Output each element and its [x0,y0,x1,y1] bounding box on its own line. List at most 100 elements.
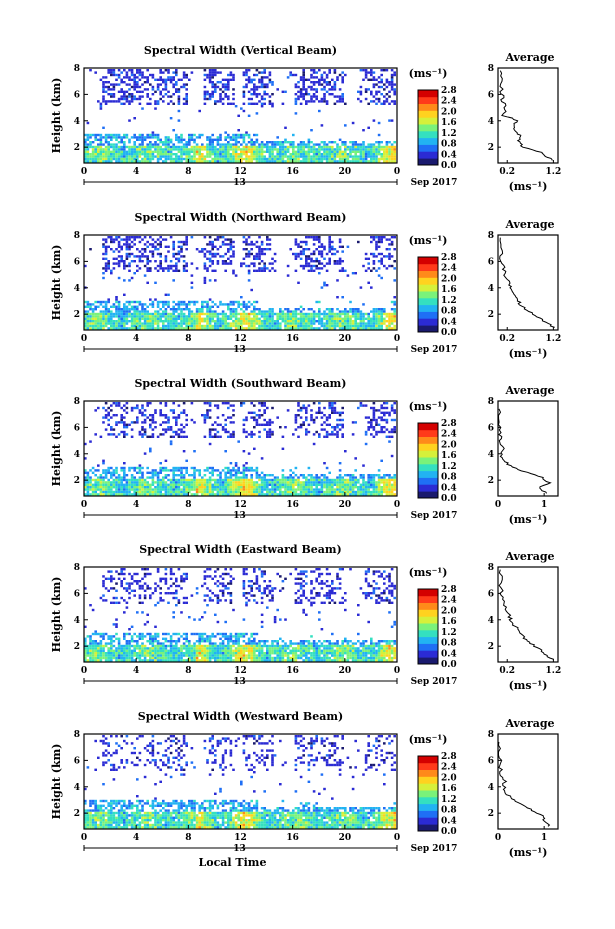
heatmap-cell [276,481,279,484]
heatmap-cell [383,83,386,86]
heatmap-cell [162,143,165,146]
heatmap-cell [110,150,113,153]
heatmap-cell [188,486,191,489]
heatmap-cell [123,148,126,151]
heatmap-cell [362,322,365,325]
heatmap-cell [336,143,339,146]
heatmap-cell [120,102,123,105]
heatmap-cell [86,303,90,306]
panel-2: Spectral Width (Southward Beam)8642Heigh… [50,377,559,526]
heatmap-cell [151,478,155,482]
heatmap-cell [260,471,264,474]
heatmap-cell [380,312,383,316]
heatmap-cell [203,324,207,328]
heatmap-cell [323,145,326,149]
heatmap-cell [247,155,251,158]
heatmap-cell [307,308,311,311]
heatmap-cell [102,490,105,494]
heatmap-cell [206,312,209,316]
heatmap-cell [323,486,326,489]
heatmap-cell [229,78,233,81]
heatmap-cell [185,486,188,489]
heatmap-cell [180,493,183,496]
heatmap-cell [315,481,318,484]
heatmap-cell [138,327,142,330]
heatmap-cell [286,320,290,323]
heatmap-cell [164,474,168,477]
heatmap-cell [182,148,186,151]
heatmap-cell [263,404,266,407]
heatmap-cell [201,145,204,149]
heatmap-cell [349,160,352,163]
heatmap-cell [242,471,246,474]
heatmap-cell [234,476,238,479]
heatmap-cell [104,416,108,419]
heatmap-cell [182,426,186,429]
heatmap-cell [138,250,142,253]
average-x-axis-label: (ms⁻¹) [509,180,548,193]
heatmap-cell [344,269,347,272]
heatmap-cell [99,312,103,316]
heatmap-cell [159,245,162,248]
heatmap-cell [325,476,329,479]
heatmap-cell [164,260,168,263]
heatmap-cell [362,141,365,144]
heatmap-cell [107,406,110,410]
heatmap-cell [375,83,378,86]
heatmap-cell [310,414,313,417]
heatmap-cell [346,310,350,313]
heatmap-cell [263,310,266,313]
heatmap-cell [328,245,331,248]
heatmap-cell [102,320,105,323]
heatmap-cell [312,476,316,479]
heatmap-cell [258,474,261,477]
heatmap-cell [224,155,227,158]
heatmap-cell [120,322,123,325]
heatmap-cell [141,435,144,438]
heatmap-cell [375,474,378,477]
average-frame [497,67,559,164]
heatmap-cell [362,160,365,163]
heatmap-cell [346,160,350,163]
heatmap-cell [214,322,217,325]
heatmap-cell [110,88,113,91]
heatmap-cell [185,88,188,91]
heatmap-cell [164,428,168,431]
heatmap-cell [89,320,92,323]
heatmap-cell [273,157,277,161]
heatmap-cell [180,327,183,330]
heatmap-cell [393,324,396,328]
heatmap-cell [299,423,303,426]
heatmap-cell [227,133,230,137]
heatmap-cell [229,493,233,496]
heatmap-cell [97,317,100,320]
heatmap-cell [198,327,201,330]
heatmap-cell [188,483,191,486]
heatmap-cell [315,236,318,239]
heatmap-cell [318,478,321,482]
heatmap-cell [154,260,157,263]
heatmap-cell [182,312,186,316]
heatmap-cell [138,310,142,313]
heatmap-cell [146,267,149,270]
heatmap-cell [276,488,279,491]
heatmap-cell [260,402,264,405]
heatmap-cell [383,148,386,151]
heatmap-cell [149,488,152,491]
heatmap-cell [107,486,110,489]
heatmap-cell [128,264,131,268]
heatmap-cell [328,324,331,328]
heatmap-cell [372,481,376,484]
heatmap-cell [185,320,188,323]
heatmap-cell [294,327,298,330]
heatmap-cell [190,136,194,139]
heatmap-cell [104,476,108,479]
heatmap-cell [201,320,204,323]
heatmap-cell [377,150,381,153]
heatmap-cell [133,324,136,328]
heatmap-cell [367,322,370,325]
heatmap-cell [333,141,337,144]
heatmap-cell [185,236,188,239]
heatmap-cell [312,264,316,268]
heatmap-cell [331,481,334,484]
